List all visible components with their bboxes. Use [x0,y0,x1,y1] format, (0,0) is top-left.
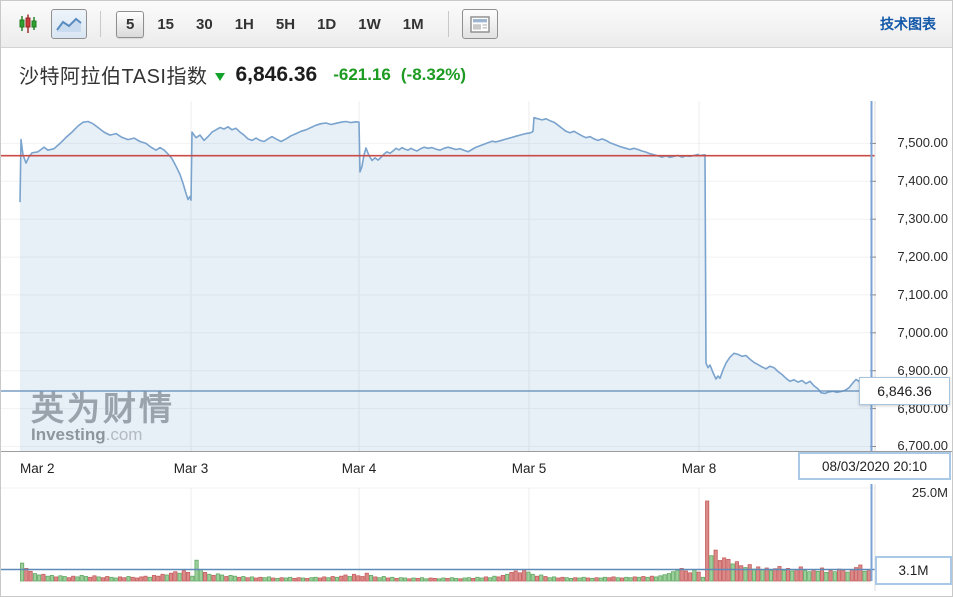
candlestick-icon [19,14,37,33]
x-axis-label: Mar 4 [341,461,377,476]
interval-1w-button[interactable]: 1W [349,12,390,37]
price-chart-pane: 英为财情 Investing.com 6,846.36 7,500.00 7,40… [1,101,953,454]
y-axis-label: 7,500.00 [897,135,948,151]
volume-bars [20,500,871,582]
volume-scale-label: 25.0M [911,485,948,500]
interval-15-button[interactable]: 15 [148,12,183,37]
y-axis-label: 7,200.00 [897,249,948,265]
line-view-button[interactable] [51,9,87,39]
down-arrow-icon [215,72,226,81]
y-axis-label: 7,000.00 [897,324,948,340]
price-change-percent: (-8.32%) [400,64,467,84]
y-axis-label: 6,700.00 [897,438,948,454]
instrument-title: 沙特阿拉伯TASI指数 [19,66,208,88]
technical-chart-link[interactable]: 技术图表 [880,16,936,32]
current-volume-axis-tag: 3.1M [875,555,952,585]
interval-1m-button[interactable]: 1M [394,12,433,37]
y-axis-label: 7,400.00 [897,173,948,189]
x-axis-label: Mar 5 [511,461,547,476]
y-axis-label: 7,100.00 [897,286,948,302]
x-axis: Mar 2 Mar 3 Mar 4 Mar 5 Mar 8 08/03/2020 20:… [1,451,952,484]
candlestick-view-button[interactable] [13,9,43,39]
x-axis-label: Mar 8 [681,461,717,476]
interval-button-group: 5 15 30 1H 5H 1D 1W 1M [114,10,435,38]
x-axis-label: Mar 3 [173,461,209,476]
crosshair-datetime-tooltip: 08/03/2020 20:10 [798,452,951,480]
interval-5h-button[interactable]: 5H [267,12,304,37]
y-axis-label: 7,300.00 [897,211,948,227]
news-panel-icon [469,15,490,33]
last-price: 6,846.36 [235,62,318,86]
chart-toolbar: 5 15 30 1H 5H 1D 1W 1M 技术图表 [1,1,952,48]
price-change: -621.16 [333,64,391,84]
interval-5-button[interactable]: 5 [116,10,145,38]
price-chart-canvas[interactable] [1,101,953,451]
interval-1h-button[interactable]: 1H [226,12,263,37]
last-price-axis-tag: 6,846.36 [859,377,950,405]
toolbar-separator [447,11,449,37]
line-chart-icon [56,17,82,32]
news-panel-button[interactable] [461,9,498,39]
y-axis-label: 6,900.00 [897,362,948,378]
volume-pane: 25.0M 3.1M [1,484,953,597]
instrument-header: 沙特阿拉伯TASI指数 6,846.36 -621.16 (-8.32%) [1,48,952,101]
toolbar-separator [100,11,101,37]
x-axis-label: Mar 2 [20,461,55,476]
interval-30-button[interactable]: 30 [187,12,222,37]
volume-chart-canvas[interactable] [1,484,953,597]
interval-1d-button[interactable]: 1D [308,12,345,37]
